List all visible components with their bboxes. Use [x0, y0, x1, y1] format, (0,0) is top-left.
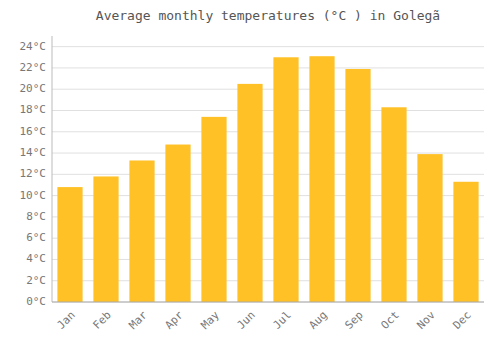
x-tick-label: Apr: [163, 308, 187, 332]
x-tick-label: Sep: [343, 309, 366, 332]
x-tick-label: Nov: [415, 308, 439, 332]
grid-line: [52, 153, 484, 154]
grid-line: [52, 67, 484, 68]
y-tick-label: 16°C: [20, 125, 47, 138]
grid-line: [52, 131, 484, 132]
bar: [237, 84, 262, 302]
y-tick-labels: 0°C 2°C 4°C 6°C 8°C 10°C 12°C 14°C 16°C 18°C 20°C 2…: [20, 40, 47, 308]
y-tick-label: 12°C: [20, 167, 47, 180]
y-tick-label: 24°C: [20, 40, 47, 53]
x-tick-label: Jan: [55, 309, 78, 332]
x-tick-label: Mar: [127, 308, 151, 332]
y-tick-label: 6°C: [26, 231, 46, 244]
bar: [309, 56, 334, 302]
x-tick-label: Jul: [271, 309, 294, 332]
x-tick-labels: Jan Feb Mar Apr May Jun Jul Aug Sep Oct Nov Dec: [55, 308, 474, 332]
x-tick-label: Oct: [379, 309, 402, 332]
bar: [165, 145, 190, 302]
grid-line: [52, 89, 484, 90]
y-tick-label: 2°C: [26, 274, 46, 287]
x-tick-label: Dec: [451, 309, 474, 332]
y-tick-label: 4°C: [26, 252, 46, 265]
bar: [345, 69, 370, 302]
y-tick-label: 14°C: [20, 146, 47, 159]
x-tick-label: Aug: [307, 309, 330, 332]
y-tick-label: 20°C: [20, 82, 47, 95]
bar: [273, 57, 298, 302]
y-axis-line: [52, 36, 53, 302]
grid-line: [52, 110, 484, 111]
y-grid: [52, 47, 484, 302]
x-tick-label: May: [199, 308, 223, 332]
y-tick-label: 10°C: [20, 189, 47, 202]
grid-line: [52, 302, 484, 303]
bar: [57, 187, 82, 302]
y-tick-label: 18°C: [20, 103, 47, 116]
chart-container: 0°C 2°C 4°C 6°C 8°C 10°C 12°C 14°C 16°C 18°C 20°C 2…: [0, 0, 500, 350]
bar: [453, 182, 478, 302]
y-tick-label: 8°C: [26, 210, 46, 223]
y-tick-label: 22°C: [20, 61, 47, 74]
bar: [93, 176, 118, 302]
grid-line: [52, 46, 484, 47]
bars: [57, 56, 478, 302]
x-tick-label: Jun: [235, 309, 258, 332]
y-tick-label: 0°C: [26, 295, 46, 308]
x-axis-line: [52, 302, 484, 303]
chart: 0°C 2°C 4°C 6°C 8°C 10°C 12°C 14°C 16°C 18°C 20°C 2…: [0, 0, 500, 350]
title: Average monthly temperatures (°C ) in Go…: [96, 8, 440, 23]
x-tick-label: Feb: [91, 309, 114, 332]
bar: [417, 154, 442, 302]
bar: [381, 107, 406, 302]
bar: [201, 117, 226, 302]
bar: [129, 160, 154, 302]
